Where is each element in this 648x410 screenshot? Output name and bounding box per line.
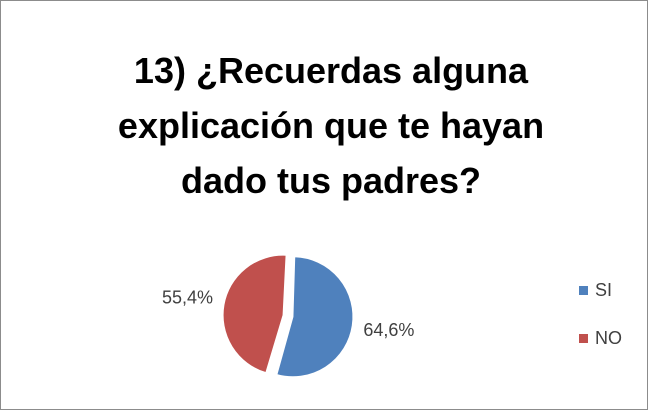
data-label: 64,6%	[363, 320, 414, 340]
legend-label: SI	[595, 280, 612, 300]
legend-swatch	[579, 334, 588, 343]
chart-title: 13) ¿Recuerdas alguna explicación que te…	[117, 50, 545, 201]
data-label: 55,4%	[162, 287, 213, 307]
pie-slice	[222, 254, 287, 374]
legend-swatch	[579, 286, 588, 295]
legend-label: NO	[595, 328, 622, 348]
pie-slice	[276, 256, 354, 378]
